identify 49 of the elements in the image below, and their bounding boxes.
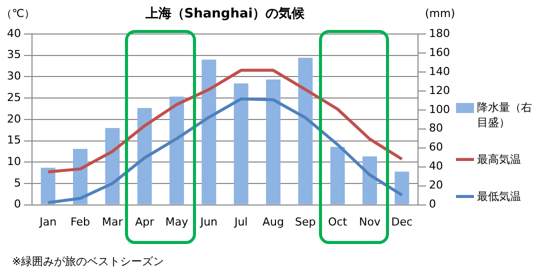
y-tick-label: 20 [6, 112, 21, 126]
x-tick-label: Jun [199, 215, 218, 228]
x-tick-label: Jul [233, 215, 248, 228]
bar [170, 96, 184, 204]
y2-tick-label: 20 [429, 178, 444, 192]
y-tick-label: 0 [14, 198, 21, 211]
bar [105, 128, 120, 204]
y-tick-label: 5 [14, 176, 21, 190]
y2-axis-title: (mm) [424, 6, 456, 20]
y2-tick-label: 160 [429, 46, 450, 59]
y-tick-label: 35 [6, 48, 21, 62]
bar [266, 80, 280, 204]
x-tick-label: Dec [391, 215, 413, 228]
x-tick-label: Apr [135, 215, 155, 228]
x-tick-label: Mar [102, 215, 124, 228]
bar [137, 108, 152, 204]
bar [362, 156, 377, 204]
legend-label: 最高気温 [477, 152, 522, 167]
bar [298, 58, 313, 204]
x-tick-label: Jan [38, 215, 57, 228]
y-tick-label: 25 [6, 90, 21, 104]
bar [330, 146, 345, 204]
y2-tick-label: 60 [429, 140, 444, 154]
x-tick-label: May [165, 215, 189, 228]
y-tick-label: 15 [6, 134, 21, 147]
y2-tick-label: 100 [429, 102, 450, 116]
x-tick-label: Oct [328, 215, 348, 228]
text: ※緑囲みが旅のベストシーズン [12, 254, 164, 269]
x-tick-label: Aug [262, 215, 284, 228]
y2-tick-label: 0 [429, 198, 436, 211]
legend-label: 最低気温 [477, 189, 522, 204]
y-tick-label: 30 [6, 70, 21, 83]
bar [202, 60, 216, 204]
legend-label: 降水量（右目盛） [477, 100, 533, 130]
y2-tick-label: 80 [429, 122, 444, 135]
y-tick-label: 10 [6, 154, 21, 168]
bar [40, 168, 56, 204]
x-tick-label: Nov [359, 215, 381, 228]
bar [234, 83, 248, 204]
y2-tick-label: 180 [429, 26, 450, 40]
y2-tick-label: 140 [429, 64, 450, 78]
y-tick-label: 40 [6, 26, 21, 40]
chart-title: 上海（Shanghai）の気候 [144, 6, 306, 22]
y2-tick-label: 40 [429, 160, 444, 173]
bar [394, 172, 410, 204]
y-axis-title: （℃） [0, 6, 36, 20]
x-tick-label: Sep [295, 215, 316, 228]
y2-tick-label: 120 [429, 84, 450, 97]
x-tick-label: Feb [70, 215, 90, 228]
